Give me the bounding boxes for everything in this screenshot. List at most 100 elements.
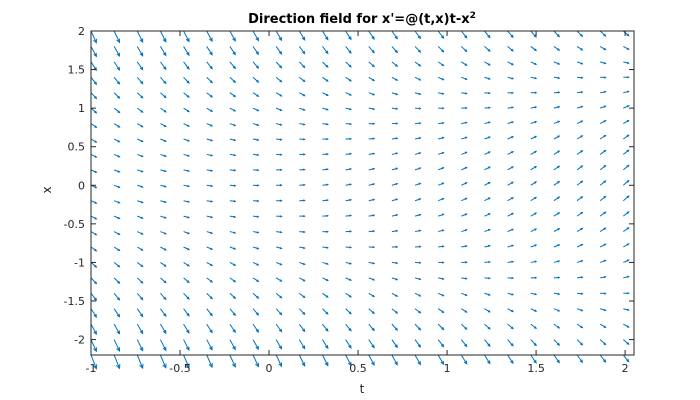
field-arrow — [368, 261, 376, 265]
field-arrow — [159, 339, 167, 352]
field-arrow-head — [209, 346, 213, 351]
field-arrow — [298, 30, 306, 41]
x-tick-label: 0.5 — [349, 362, 367, 375]
field-arrow — [576, 46, 584, 51]
field-arrow-shaft — [484, 323, 491, 330]
field-arrow — [183, 354, 190, 369]
field-arrow-head — [117, 297, 121, 301]
field-arrow-head — [232, 51, 236, 56]
field-arrow-shaft — [345, 354, 352, 366]
field-arrow-shaft — [460, 354, 468, 365]
field-arrow — [368, 152, 376, 155]
field-arrow — [206, 246, 214, 250]
field-arrow-head — [626, 342, 630, 346]
field-arrow-shaft — [136, 354, 144, 369]
field-arrow — [229, 138, 237, 142]
field-arrow — [414, 213, 422, 217]
field-arrow — [113, 231, 121, 235]
field-arrow-head — [255, 312, 260, 316]
field-arrow-shaft — [229, 339, 236, 350]
field-arrow-head — [302, 311, 306, 316]
field-arrow-head — [510, 326, 514, 330]
field-arrow-head — [579, 359, 584, 364]
field-arrow — [368, 308, 375, 315]
field-arrow-shaft — [298, 323, 306, 332]
field-arrow — [484, 121, 491, 125]
field-arrow-head — [488, 77, 491, 80]
field-arrow — [484, 260, 491, 264]
field-arrow-head — [117, 125, 121, 128]
field-arrow — [530, 61, 538, 65]
field-arrow — [299, 138, 306, 141]
field-arrow-head — [603, 134, 607, 138]
field-arrow-shaft — [391, 339, 398, 348]
field-arrow — [275, 30, 283, 42]
field-arrow-head — [94, 264, 98, 268]
field-arrow — [136, 292, 144, 301]
field-arrow-head — [557, 135, 561, 138]
field-arrow-head — [326, 93, 329, 96]
field-arrow-head — [556, 342, 561, 347]
field-arrow-head — [418, 261, 422, 264]
field-arrow — [206, 277, 214, 283]
field-arrow — [623, 243, 630, 248]
field-arrow — [576, 243, 584, 248]
field-arrow — [484, 61, 491, 66]
field-arrow-shaft — [298, 61, 306, 68]
field-arrow-head — [511, 77, 515, 80]
field-arrow — [623, 119, 630, 125]
field-arrow-head — [372, 183, 376, 186]
field-arrow — [90, 153, 98, 158]
field-arrow — [183, 200, 191, 203]
field-arrow-head — [603, 308, 607, 312]
field-arrow-shaft — [206, 292, 213, 300]
field-arrow-head — [418, 137, 422, 140]
field-arrow-head — [140, 170, 144, 173]
field-arrow-head — [626, 61, 630, 65]
field-arrow — [484, 197, 491, 202]
field-arrow-shaft — [206, 308, 213, 316]
field-arrow-head — [371, 36, 375, 40]
field-arrow-shaft — [113, 30, 120, 43]
field-arrow — [90, 92, 98, 100]
field-arrow-shaft — [599, 354, 606, 363]
field-arrow-head — [255, 51, 260, 56]
field-arrow-shaft — [160, 292, 167, 300]
field-arrow-head — [534, 150, 538, 154]
field-arrow-head — [441, 310, 445, 314]
field-arrow — [530, 106, 538, 109]
field-arrow-head — [603, 47, 607, 51]
field-arrow — [414, 92, 422, 95]
field-arrow-shaft — [159, 339, 167, 351]
field-arrow-shaft — [622, 164, 630, 171]
field-arrow — [275, 76, 283, 83]
field-arrow — [206, 153, 214, 157]
field-arrow-head — [163, 95, 167, 99]
field-arrow — [113, 92, 121, 99]
field-arrow-shaft — [507, 30, 514, 38]
field-arrow-head — [233, 109, 237, 112]
field-arrow-head — [394, 361, 398, 366]
field-arrow — [484, 106, 491, 109]
field-arrow — [553, 120, 561, 125]
field-arrow-shaft — [113, 61, 120, 71]
field-arrow — [368, 167, 376, 171]
field-arrow-head — [487, 310, 491, 313]
field-arrow-head — [210, 154, 214, 157]
field-arrow-head — [441, 49, 445, 53]
field-arrow-head — [210, 279, 214, 283]
field-arrow-head — [580, 292, 584, 295]
field-arrow — [437, 76, 445, 81]
field-arrow-head — [557, 180, 561, 184]
field-arrow-head — [302, 50, 306, 55]
field-arrow — [391, 229, 399, 233]
field-arrow — [576, 259, 584, 263]
field-arrow — [391, 292, 399, 297]
field-arrow-head — [580, 227, 584, 231]
field-arrow-head — [602, 359, 607, 363]
field-arrow — [160, 46, 167, 57]
field-arrow-head — [626, 149, 630, 153]
field-arrow-head — [440, 360, 445, 366]
field-arrow-head — [117, 264, 121, 268]
field-arrow-head — [418, 213, 422, 217]
